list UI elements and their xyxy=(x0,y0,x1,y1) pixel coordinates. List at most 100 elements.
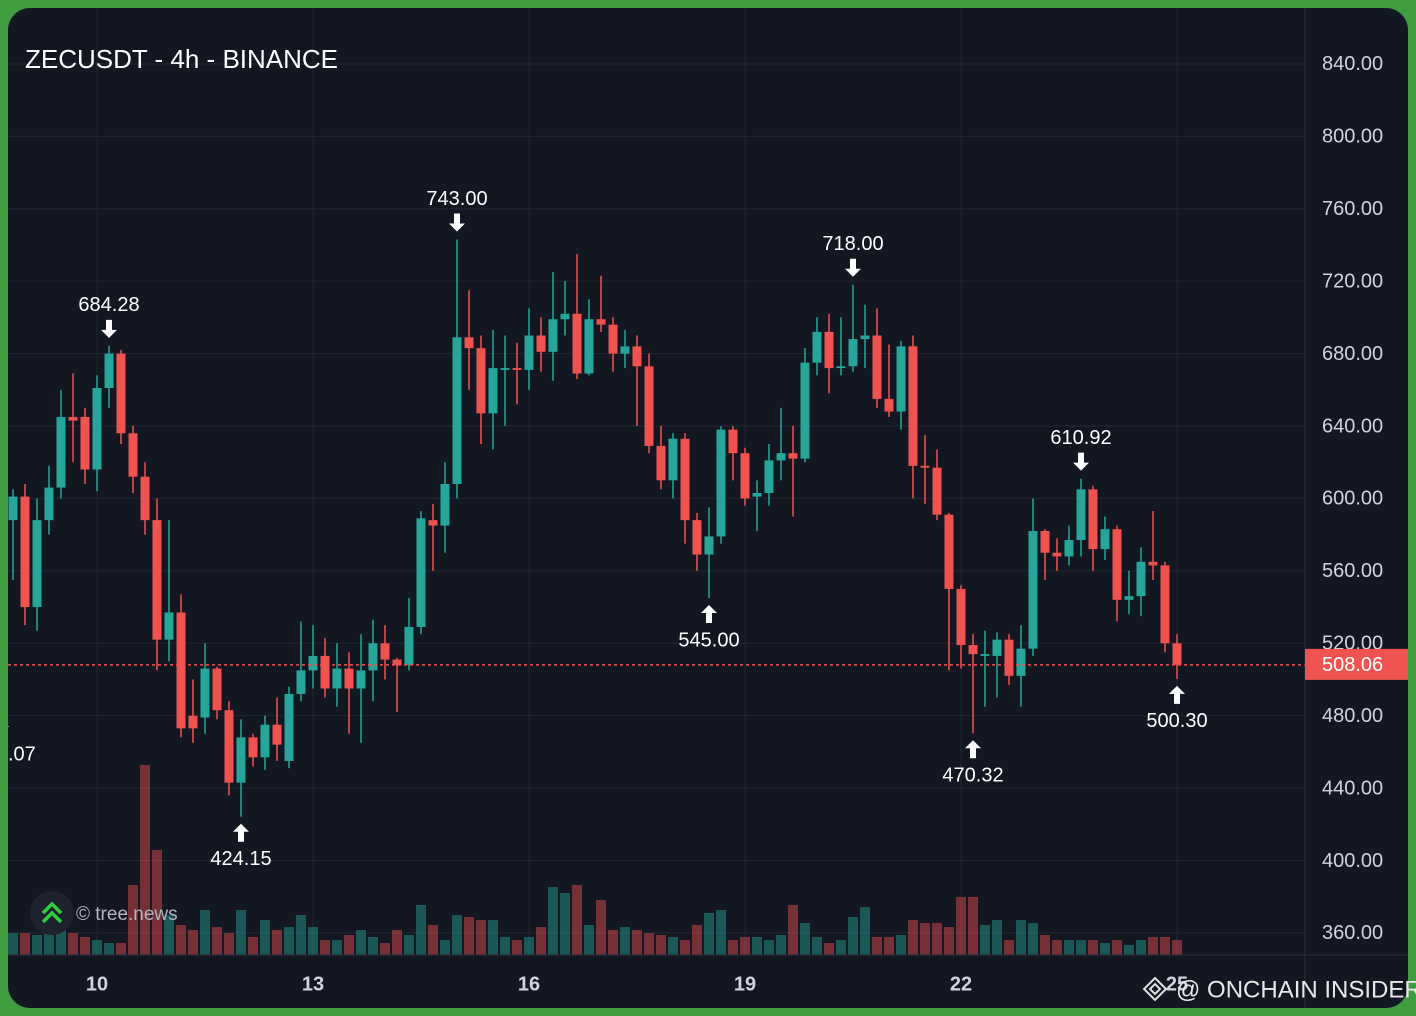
annotation-arrow xyxy=(1168,685,1185,704)
candle-body xyxy=(1004,639,1014,676)
volume-bar xyxy=(896,935,907,955)
candle-layer xyxy=(8,239,1305,817)
volume-bar xyxy=(536,927,547,955)
candle-body xyxy=(236,737,246,783)
volume-bar xyxy=(932,923,943,955)
candle-body xyxy=(476,348,486,414)
candle-body xyxy=(1028,531,1038,649)
volume-bar xyxy=(1040,935,1051,955)
candle-body xyxy=(284,693,294,761)
volume-bar xyxy=(379,943,390,955)
annotation-arrow xyxy=(8,726,10,728)
volume-bar xyxy=(223,933,234,955)
candle-body xyxy=(224,710,234,783)
volume-bar xyxy=(235,910,246,955)
volume-bar xyxy=(104,943,115,955)
candle-body xyxy=(632,346,642,367)
candle-body xyxy=(68,416,78,421)
volume-bar xyxy=(55,930,66,955)
candle-body xyxy=(644,366,654,446)
volume-bar xyxy=(487,920,498,955)
volume-bar xyxy=(788,905,799,955)
volume-bar xyxy=(955,897,966,955)
y-tick-label: 400.00 xyxy=(1322,850,1383,872)
volume-bar xyxy=(320,940,331,955)
volume-bar xyxy=(331,940,342,955)
y-tick-label: 640.00 xyxy=(1322,415,1383,437)
candle-body xyxy=(584,319,594,374)
annotation-label: 500.30 xyxy=(1146,710,1207,732)
candle-body xyxy=(1040,531,1050,553)
candle-body xyxy=(92,387,102,470)
candle-body xyxy=(164,612,174,640)
candle-body xyxy=(176,612,186,729)
y-tick-label: 720.00 xyxy=(1322,270,1383,292)
volume-bar xyxy=(919,923,930,955)
annotation-arrow xyxy=(448,213,465,232)
candle-body xyxy=(956,588,966,646)
candle-body xyxy=(1172,643,1182,665)
x-tick-label: 13 xyxy=(302,973,324,995)
volume-bar xyxy=(824,943,835,955)
candle-body xyxy=(308,655,318,671)
candle-body xyxy=(548,319,558,352)
volume-bar xyxy=(91,940,102,955)
candle-body xyxy=(368,643,378,671)
volume-bar xyxy=(572,885,583,955)
volume-bar xyxy=(163,915,174,955)
volume-bar xyxy=(284,927,295,955)
candle-body xyxy=(1076,489,1086,541)
volume-bar xyxy=(631,930,642,955)
x-tick-label: 22 xyxy=(950,973,972,995)
candle-body xyxy=(704,536,714,555)
volume-bar xyxy=(644,933,655,955)
candle-body xyxy=(356,670,366,689)
volume-bar xyxy=(716,910,727,955)
credit-icon xyxy=(1142,976,1168,1002)
volume-bar xyxy=(151,850,162,955)
volume-bar xyxy=(475,920,486,955)
candle-body xyxy=(800,362,810,459)
annotation-label: 718.00 xyxy=(822,233,883,255)
candle-body xyxy=(488,368,498,414)
candle-body xyxy=(932,467,942,515)
volume-bar xyxy=(1015,920,1026,955)
volume-bar xyxy=(739,937,750,955)
candle-body xyxy=(860,335,870,340)
candle-body xyxy=(452,337,462,484)
candle-body xyxy=(1016,648,1026,676)
y-tick-label: 680.00 xyxy=(1322,343,1383,365)
candle-body xyxy=(1148,561,1158,566)
y-tick-label: 800.00 xyxy=(1322,126,1383,148)
candle-body xyxy=(32,520,42,608)
candle-body xyxy=(776,453,786,461)
volume-layer xyxy=(8,765,1182,955)
volume-bar xyxy=(943,927,954,955)
candle-body xyxy=(884,398,894,412)
annotation-label: 470.32 xyxy=(942,764,1003,786)
candle-body xyxy=(572,313,582,374)
candle-body xyxy=(1160,565,1170,644)
volume-bar xyxy=(271,930,282,955)
volume-bar xyxy=(439,940,450,955)
volume-bar xyxy=(79,937,90,955)
candle-body xyxy=(872,335,882,399)
volume-bar xyxy=(199,910,210,955)
candle-body xyxy=(896,346,906,412)
candle-body xyxy=(788,453,798,459)
candle-body xyxy=(20,496,30,608)
volume-bar xyxy=(403,935,414,955)
candle-body xyxy=(920,465,930,468)
candle-body xyxy=(260,724,270,758)
y-tick-label: 760.00 xyxy=(1322,198,1383,220)
candle-body xyxy=(428,520,438,526)
volume-bar xyxy=(655,935,666,955)
candle-body xyxy=(536,335,546,352)
y-tick-label: 560.00 xyxy=(1322,560,1383,582)
axis-layer: 360.00400.00440.00480.00520.00560.00600.… xyxy=(86,53,1383,995)
volume-bar xyxy=(1051,940,1062,955)
volume-bar xyxy=(727,940,738,955)
volume-bar xyxy=(883,937,894,955)
candle-body xyxy=(524,335,534,370)
candle-body xyxy=(392,659,402,665)
